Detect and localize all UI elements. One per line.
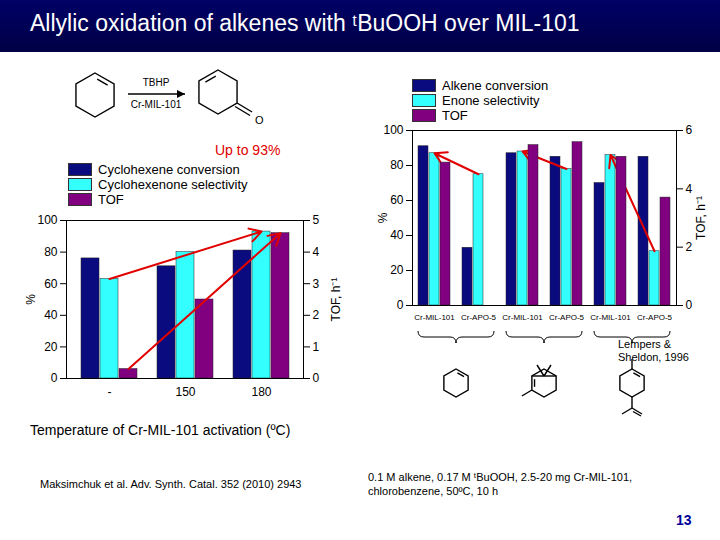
svg-text:0: 0: [686, 298, 693, 312]
svg-text:%: %: [24, 294, 38, 305]
svg-text:2: 2: [313, 308, 320, 322]
svg-text:100: 100: [37, 213, 57, 227]
svg-text:O: O: [255, 114, 264, 126]
html-text:Allylic oxidation of alkenes w: Allylic oxidation of alkenes with ᵗBuOOH…: [30, 10, 580, 36]
svg-text:2: 2: [686, 240, 693, 254]
svg-text:100: 100: [383, 123, 403, 137]
svg-text:1: 1: [313, 340, 320, 354]
svg-text:Cr-APO-5: Cr-APO-5: [461, 313, 497, 322]
svg-text:-: -: [108, 385, 112, 399]
html-text:Enone selectivity: Enone selectivity: [442, 93, 540, 108]
html-text:Maksimchuk et al. Adv. Synth.: Maksimchuk et al. Adv. Synth. Catal. 352…: [40, 478, 302, 490]
svg-text:6: 6: [686, 123, 693, 137]
svg-text:TOF, h⁻¹: TOF, h⁻¹: [694, 196, 708, 240]
svg-text:TOF, h⁻¹: TOF, h⁻¹: [329, 278, 343, 322]
html-text:0.1 M alkene, 0.17 M ᵗBuOOH, 2: 0.1 M alkene, 0.17 M ᵗBuOOH, 2.5-20 mg C…: [368, 471, 633, 497]
svg-text:40: 40: [44, 308, 58, 322]
svg-text:Cr-MIL-101: Cr-MIL-101: [502, 313, 543, 322]
svg-text:0: 0: [313, 371, 320, 385]
html-text:Temperature of Cr-MIL-101 acti: Temperature of Cr-MIL-101 activation (ºC…: [30, 422, 291, 438]
svg-text:5: 5: [313, 213, 320, 227]
svg-text:Cr-MIL-101: Cr-MIL-101: [131, 99, 182, 110]
html-text:Cyclohexenone selectivity: Cyclohexenone selectivity: [98, 177, 248, 192]
svg-text:80: 80: [390, 158, 404, 172]
svg-text:Cr-APO-5: Cr-APO-5: [549, 313, 585, 322]
svg-text:4: 4: [686, 182, 693, 196]
svg-text:Cr-APO-5: Cr-APO-5: [637, 313, 673, 322]
svg-text:TBHP: TBHP: [143, 77, 170, 88]
svg-text:20: 20: [44, 340, 58, 354]
svg-text:80: 80: [44, 245, 58, 259]
html-text:Alkene conversion: Alkene conversion: [442, 78, 549, 93]
svg-text:Cr-MIL-101: Cr-MIL-101: [590, 313, 631, 322]
html-text:Cyclohexene conversion: Cyclohexene conversion: [98, 162, 240, 177]
html-text:Lempers & Sheldon, 1996: Lempers & Sheldon, 1996: [618, 338, 689, 363]
svg-text:0: 0: [51, 371, 58, 385]
svg-text:0: 0: [397, 298, 404, 312]
html-text:TOF: TOF: [442, 108, 468, 123]
svg-text:180: 180: [251, 385, 271, 399]
svg-text:Cr-MIL-101: Cr-MIL-101: [414, 313, 455, 322]
svg-text:20: 20: [390, 263, 404, 277]
html-text:Up to 93%: Up to 93%: [215, 142, 281, 158]
svg-text:4: 4: [313, 245, 320, 259]
html-text:13: 13: [676, 512, 692, 528]
svg-text:40: 40: [390, 228, 404, 242]
svg-text:60: 60: [44, 277, 58, 291]
svg-text:60: 60: [390, 193, 404, 207]
html-text:TOF: TOF: [98, 192, 124, 207]
svg-text:150: 150: [175, 385, 195, 399]
svg-text:%: %: [376, 212, 390, 223]
svg-text:3: 3: [313, 277, 320, 291]
